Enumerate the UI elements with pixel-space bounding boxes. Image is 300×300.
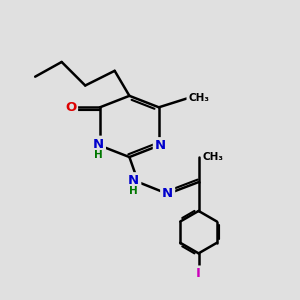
Text: N: N (155, 139, 166, 152)
Text: CH₃: CH₃ (203, 152, 224, 162)
Text: O: O (65, 101, 76, 114)
Text: H: H (129, 186, 138, 196)
Text: N: N (128, 174, 140, 187)
Text: N: N (162, 188, 173, 200)
Text: H: H (94, 150, 103, 160)
Text: N: N (93, 138, 104, 151)
Text: CH₃: CH₃ (188, 94, 209, 103)
Text: I: I (196, 268, 201, 281)
